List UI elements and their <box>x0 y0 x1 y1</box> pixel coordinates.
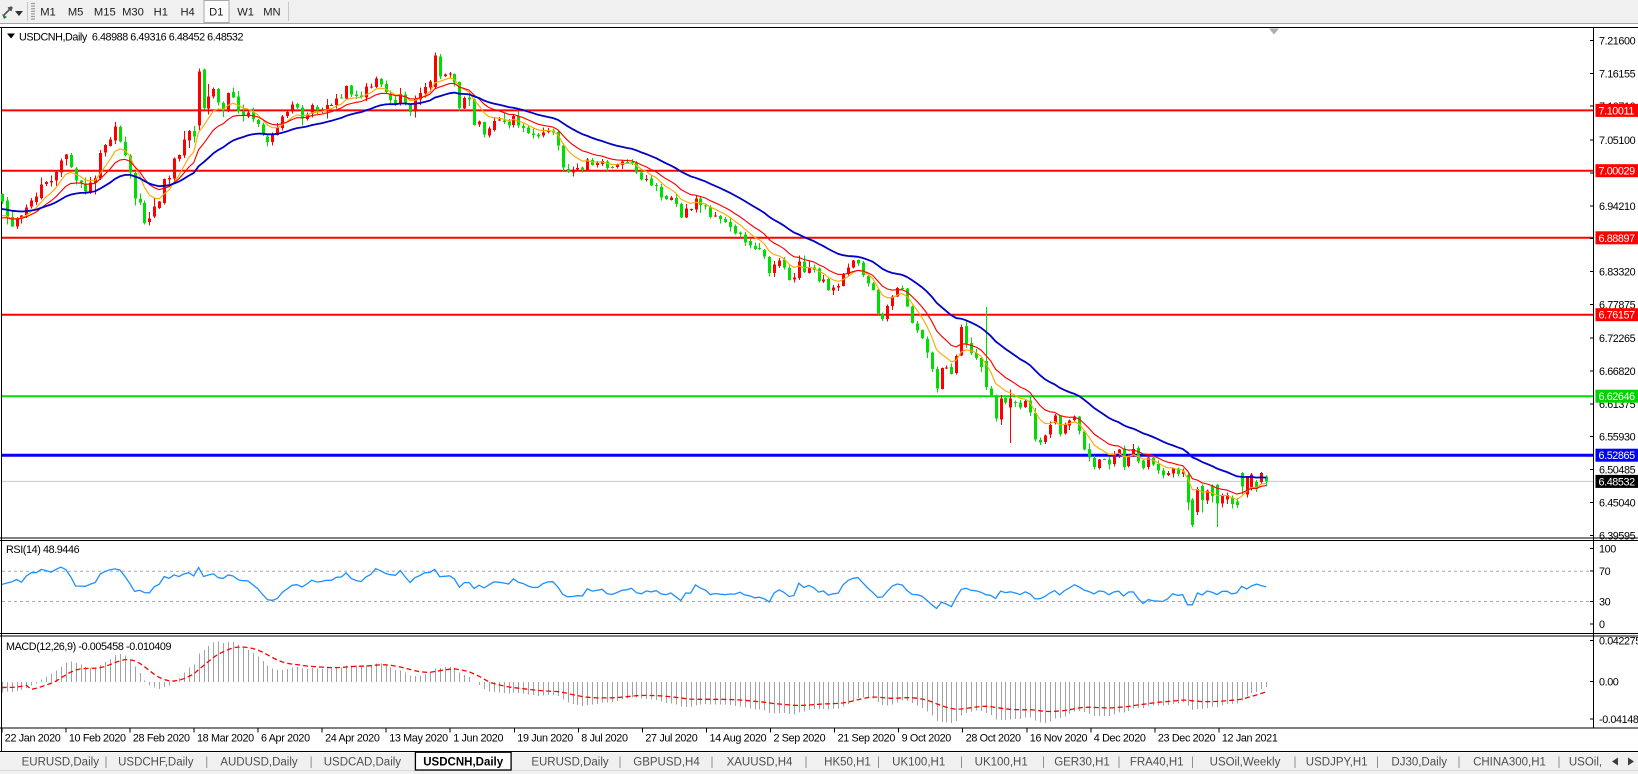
svg-text:0: 0 <box>1599 619 1605 631</box>
svg-text:USOil,Weekly: USOil,Weekly <box>1210 757 1281 769</box>
svg-text:GER30,H1: GER30,H1 <box>1054 757 1110 769</box>
svg-text:|: | <box>960 757 963 769</box>
svg-text:6.88897: 6.88897 <box>1599 233 1636 245</box>
svg-text:DJ30,Daily: DJ30,Daily <box>1391 757 1447 769</box>
svg-text:|: | <box>1042 757 1045 769</box>
svg-text:6.45040: 6.45040 <box>1599 498 1636 510</box>
svg-text:9 Oct 2020: 9 Oct 2020 <box>902 733 952 745</box>
svg-text:28 Feb 2020: 28 Feb 2020 <box>133 733 190 745</box>
svg-text:|: | <box>877 757 880 769</box>
svg-text:6.39595: 6.39595 <box>1599 530 1636 542</box>
svg-text:7.10011: 7.10011 <box>1599 105 1635 117</box>
svg-text:7.21600: 7.21600 <box>1599 36 1636 48</box>
svg-text:24 Apr 2020: 24 Apr 2020 <box>325 733 380 745</box>
svg-text:22 Jan 2020: 22 Jan 2020 <box>5 733 61 745</box>
svg-text:USDCAD,Daily: USDCAD,Daily <box>324 757 402 769</box>
svg-text:6 Apr 2020: 6 Apr 2020 <box>261 733 310 745</box>
svg-text:6.52865: 6.52865 <box>1599 450 1636 462</box>
svg-text:M30: M30 <box>122 7 144 19</box>
svg-text:FRA40,H1: FRA40,H1 <box>1130 757 1184 769</box>
svg-text:H1: H1 <box>154 7 168 19</box>
svg-text:13 May 2020: 13 May 2020 <box>389 733 448 745</box>
svg-text:6.50485: 6.50485 <box>1599 465 1636 477</box>
svg-text:6.48532: 6.48532 <box>1599 476 1636 488</box>
svg-text:|: | <box>1458 757 1461 769</box>
svg-text:EURUSD,Daily: EURUSD,Daily <box>22 757 100 769</box>
svg-text:M1: M1 <box>40 7 56 19</box>
svg-text:|: | <box>1191 757 1194 769</box>
svg-text:EURUSD,Daily: EURUSD,Daily <box>531 757 609 769</box>
svg-text:|: | <box>805 757 808 769</box>
svg-text:MN: MN <box>263 7 280 19</box>
svg-text:6.72265: 6.72265 <box>1599 333 1636 345</box>
svg-text:1 Jun 2020: 1 Jun 2020 <box>453 733 503 745</box>
svg-text:USDCNH,Daily: USDCNH,Daily <box>423 757 503 769</box>
svg-text:W1: W1 <box>237 7 254 19</box>
svg-text:6.76157: 6.76157 <box>1599 310 1636 322</box>
svg-text:XAUUSD,H4: XAUUSD,H4 <box>727 757 793 769</box>
svg-text:USDJPY,H1: USDJPY,H1 <box>1306 757 1368 769</box>
svg-text:M5: M5 <box>68 7 84 19</box>
svg-text:-0.04148: -0.04148 <box>1599 714 1638 726</box>
svg-text:7.00029: 7.00029 <box>1599 166 1636 178</box>
svg-text:2 Sep 2020: 2 Sep 2020 <box>774 733 826 745</box>
svg-text:19 Jun 2020: 19 Jun 2020 <box>517 733 573 745</box>
svg-text:RSI(14) 48.9446: RSI(14) 48.9446 <box>6 544 80 556</box>
svg-text:10 Feb 2020: 10 Feb 2020 <box>69 733 126 745</box>
svg-text:UK100,H1: UK100,H1 <box>975 757 1028 769</box>
svg-text:16 Nov 2020: 16 Nov 2020 <box>1030 733 1088 745</box>
svg-text:12 Jan 2021: 12 Jan 2021 <box>1222 733 1278 745</box>
svg-text:CHINA300,H1: CHINA300,H1 <box>1473 757 1546 769</box>
svg-text:|: | <box>619 757 622 769</box>
svg-text:USDCNH,Daily 6.48988 6.49316: USDCNH,Daily 6.48988 6.49316 6.48452 6.4… <box>19 32 243 44</box>
svg-text:27 Jul 2020: 27 Jul 2020 <box>645 733 697 745</box>
svg-text:23 Dec 2020: 23 Dec 2020 <box>1158 733 1216 745</box>
svg-text:|: | <box>1118 757 1121 769</box>
svg-text:AUDUSD,Daily: AUDUSD,Daily <box>220 757 298 769</box>
svg-text:7.16155: 7.16155 <box>1599 68 1636 80</box>
svg-text:|: | <box>105 757 108 769</box>
svg-text:|: | <box>310 757 313 769</box>
svg-text:|: | <box>1294 757 1297 769</box>
svg-text:21 Sep 2020: 21 Sep 2020 <box>838 733 896 745</box>
svg-text:GBPUSD,H4: GBPUSD,H4 <box>633 757 700 769</box>
svg-text:0.042275: 0.042275 <box>1599 635 1638 647</box>
svg-text:28 Oct 2020: 28 Oct 2020 <box>966 733 1021 745</box>
svg-text:100: 100 <box>1599 544 1616 556</box>
svg-text:|: | <box>1376 757 1379 769</box>
svg-text:USDCHF,Daily: USDCHF,Daily <box>118 757 194 769</box>
svg-text:|: | <box>711 757 714 769</box>
svg-text:6.62646: 6.62646 <box>1599 391 1636 403</box>
svg-text:18 Mar 2020: 18 Mar 2020 <box>197 733 254 745</box>
svg-text:|: | <box>1558 757 1561 769</box>
svg-text:7.05100: 7.05100 <box>1599 135 1636 147</box>
svg-text:4 Dec 2020: 4 Dec 2020 <box>1094 733 1146 745</box>
svg-text:D1: D1 <box>209 7 223 19</box>
svg-text:8 Jul 2020: 8 Jul 2020 <box>581 733 628 745</box>
svg-text:M15: M15 <box>94 7 116 19</box>
svg-text:0.00: 0.00 <box>1599 676 1619 688</box>
svg-text:70: 70 <box>1599 566 1611 578</box>
svg-text:6.83320: 6.83320 <box>1599 267 1636 279</box>
svg-text:6.55930: 6.55930 <box>1599 432 1636 444</box>
svg-text:6.94210: 6.94210 <box>1599 201 1636 213</box>
svg-text:MACD(12,26,9) -0.005458 -0.010: MACD(12,26,9) -0.005458 -0.010409 <box>6 641 171 653</box>
svg-text:UK100,H1: UK100,H1 <box>892 757 945 769</box>
svg-text:|: | <box>205 757 208 769</box>
svg-text:14 Aug 2020: 14 Aug 2020 <box>710 733 767 745</box>
svg-text:30: 30 <box>1599 597 1611 609</box>
svg-text:HK50,H1: HK50,H1 <box>824 757 871 769</box>
svg-text:H4: H4 <box>180 7 194 19</box>
svg-text:USOil,: USOil, <box>1569 757 1602 769</box>
svg-text:6.66820: 6.66820 <box>1599 366 1636 378</box>
